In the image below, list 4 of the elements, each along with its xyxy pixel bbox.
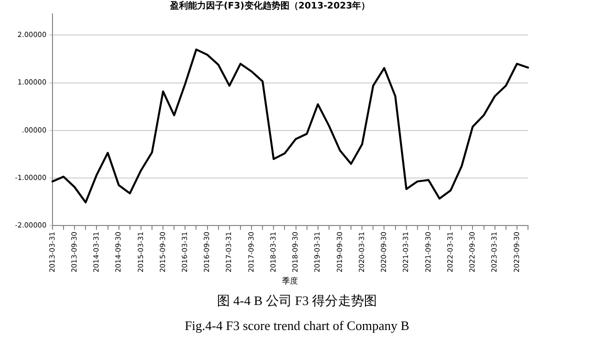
x-axis-title: 季度 <box>282 276 298 286</box>
caption: Fig.4-4 F3 score trend chart of Company B <box>184 318 410 334</box>
caption: 图 4-4 B 公司 F3 得分走势图 <box>216 292 378 310</box>
chart-title: 盈利能力因子(F3)变化趋势图（2013-2023年） <box>168 0 370 12</box>
